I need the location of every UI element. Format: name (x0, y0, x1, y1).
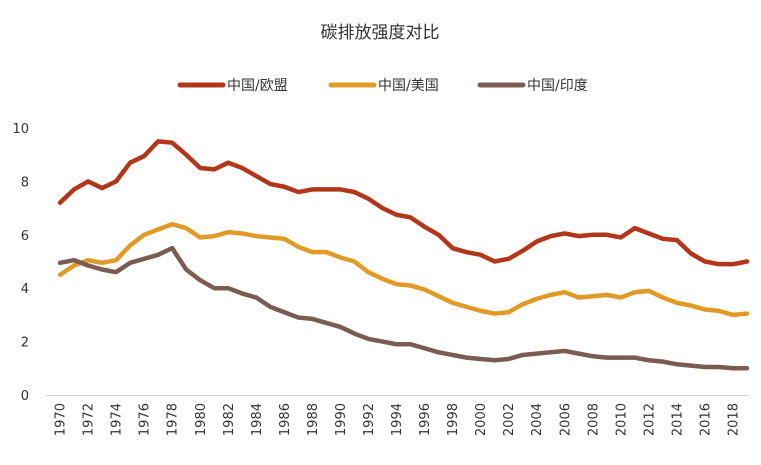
chart-title: 碳排放强度对比 (321, 23, 440, 43)
x-tick-label: 2016 (698, 403, 713, 436)
x-axis-tick-labels: 1970 1972 1974 1976 1978 1980 1982 1984 1986 1988… (54, 403, 742, 436)
legend-item: 中国/印度 (477, 78, 588, 94)
x-tick-label: 2010 (614, 403, 629, 436)
x-tick-label: 1970 (54, 403, 69, 436)
x-tick-label: 1982 (222, 403, 237, 436)
series-line-3 (57, 245, 750, 371)
x-tick-label: 1976 (138, 403, 153, 436)
legend-item: 中国/美国 (328, 78, 439, 94)
y-tick-label: 6 (21, 229, 29, 244)
x-tick-label: 2000 (474, 403, 489, 436)
x-tick-label: 2018 (727, 403, 742, 436)
x-tick-label: 2006 (558, 403, 573, 436)
y-tick-label: 8 (21, 175, 29, 190)
legend-label: 中国/印度 (527, 78, 588, 94)
y-tick-label: 0 (21, 389, 29, 404)
x-tick-label: 1998 (446, 403, 461, 436)
x-tick-label: 2002 (502, 403, 517, 436)
x-tick-label: 2004 (530, 403, 545, 436)
x-tick-label: 1980 (194, 403, 209, 436)
x-tick-label: 2014 (670, 403, 685, 436)
x-tick-label: 2012 (642, 403, 657, 436)
x-tick-label: 1972 (82, 403, 97, 436)
series-line-2 (57, 221, 750, 318)
x-tick-label: 1978 (166, 403, 181, 436)
y-tick-label: 2 (21, 336, 29, 351)
x-tick-label: 1996 (418, 403, 433, 436)
x-tick-label: 1988 (306, 403, 321, 436)
x-tick-label: 2008 (586, 403, 601, 436)
legend: 中国/欧盟 中国/美国 中国/印度 (177, 78, 588, 94)
x-tick-label: 1990 (334, 403, 349, 436)
series-lines (57, 139, 750, 371)
y-tick-label: 10 (12, 122, 29, 137)
x-tick-label: 1986 (278, 403, 293, 436)
x-tick-label: 1984 (250, 403, 265, 436)
legend-label: 中国/欧盟 (227, 78, 288, 94)
y-axis-tick-labels: 0 2 4 6 8 10 (12, 122, 29, 404)
x-tick-label: 1992 (362, 403, 377, 436)
x-tick-label: 1994 (390, 403, 405, 436)
y-tick-label: 4 (21, 282, 29, 297)
x-tick-label: 1974 (110, 403, 125, 436)
series-line-1 (57, 139, 750, 267)
legend-label: 中国/美国 (378, 78, 439, 94)
legend-item: 中国/欧盟 (177, 78, 288, 94)
